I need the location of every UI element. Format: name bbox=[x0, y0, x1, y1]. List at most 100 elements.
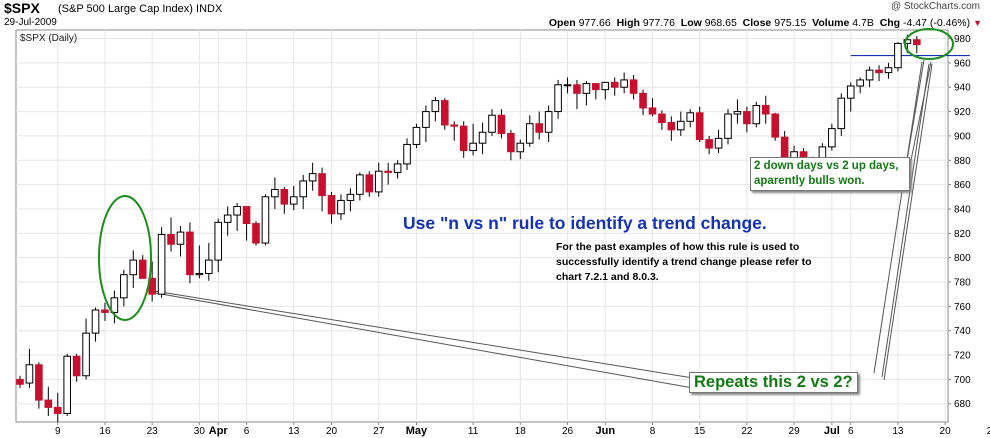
chg-value: -4.47 (-0.46%) bbox=[903, 17, 971, 29]
candle-body bbox=[450, 124, 459, 127]
candle-body bbox=[223, 214, 232, 223]
candle-body bbox=[63, 355, 72, 414]
pointer-line bbox=[147, 289, 694, 379]
candle-body bbox=[82, 332, 90, 377]
exchange-label: INDX bbox=[196, 3, 223, 15]
candle-body bbox=[686, 112, 695, 122]
x-tick-label: 27 bbox=[373, 426, 385, 437]
candle-body bbox=[374, 170, 383, 193]
candle-body bbox=[459, 125, 468, 152]
pointer-line bbox=[883, 63, 933, 381]
chart-date: 29-Jul-2009 bbox=[4, 17, 57, 28]
candle-body bbox=[441, 100, 449, 126]
close-value: 975.15 bbox=[774, 17, 807, 29]
pointer-line bbox=[873, 61, 923, 374]
chg-label: Chg bbox=[879, 17, 901, 29]
x-tick-label: 6 bbox=[244, 426, 250, 437]
x-tick-label: May bbox=[406, 425, 428, 437]
rule-title: Use "n vs n" rule to identify a trend ch… bbox=[403, 213, 767, 233]
y-tick-label: 840 bbox=[954, 204, 971, 215]
annotation-lines bbox=[147, 54, 970, 389]
candle-body bbox=[129, 259, 138, 276]
candle-body bbox=[337, 199, 345, 215]
candle-body bbox=[186, 231, 194, 276]
high-value: 977.76 bbox=[642, 17, 675, 29]
candle-body bbox=[544, 111, 553, 133]
x-tick-label: Jul bbox=[824, 425, 840, 437]
candle-body bbox=[110, 297, 119, 313]
y-tick-label: 760 bbox=[954, 302, 971, 313]
candle-body bbox=[875, 69, 883, 74]
x-tick-label: 23 bbox=[147, 426, 159, 437]
candle-body bbox=[856, 79, 864, 87]
candle-body bbox=[497, 114, 506, 134]
candle-body bbox=[422, 111, 430, 128]
candle-body bbox=[648, 107, 657, 115]
candle-body bbox=[582, 83, 591, 94]
candle-body bbox=[705, 139, 713, 149]
candle-body bbox=[771, 113, 780, 138]
candle-body bbox=[846, 85, 855, 99]
candle-body bbox=[733, 111, 742, 115]
x-tick-label: 30 bbox=[194, 426, 206, 437]
candle-body bbox=[157, 234, 166, 295]
low-label: Low bbox=[680, 17, 702, 29]
candle-body bbox=[365, 174, 374, 193]
down-triangle-icon: ▼ bbox=[973, 18, 982, 28]
candle-body bbox=[724, 113, 732, 139]
trend-circle-march bbox=[98, 195, 152, 321]
candle-body bbox=[752, 104, 761, 125]
candle-body bbox=[695, 112, 704, 141]
candle-body bbox=[884, 67, 893, 74]
open-value: 977.66 bbox=[578, 17, 611, 29]
high-label: High bbox=[616, 17, 640, 29]
x-tick-label: 16 bbox=[99, 426, 111, 437]
plot-frame bbox=[15, 29, 949, 423]
x-tick-label: Apr bbox=[209, 425, 229, 437]
chart-symbol: $SPX bbox=[4, 0, 40, 16]
candle-body bbox=[592, 83, 600, 91]
y-tick-label: 720 bbox=[954, 351, 971, 362]
trend-circle-july bbox=[904, 28, 954, 60]
candle-body bbox=[412, 126, 421, 145]
callout-box-bulls: 2 down days vs 2 up days, aparently bull… bbox=[750, 157, 910, 191]
candle-body bbox=[299, 180, 307, 198]
x-tick-label: 20 bbox=[940, 426, 952, 437]
pointer-line bbox=[149, 291, 694, 389]
candle-body bbox=[261, 196, 270, 244]
x-tick-label: 11 bbox=[468, 426, 479, 437]
candle-body bbox=[101, 309, 109, 313]
y-tick-label: 800 bbox=[954, 253, 971, 264]
candle-body bbox=[535, 123, 544, 133]
annotation-shapes bbox=[98, 28, 954, 321]
x-tick-label: 13 bbox=[892, 426, 904, 437]
x-tick-label: 26 bbox=[562, 426, 574, 437]
x-tick-label: 6 bbox=[848, 426, 854, 437]
x-tick-label: 8 bbox=[650, 426, 656, 437]
candle-body bbox=[205, 259, 213, 274]
candle-body bbox=[667, 122, 676, 131]
candle-body bbox=[431, 100, 440, 113]
candle-body bbox=[629, 79, 638, 94]
candle-body bbox=[308, 173, 317, 182]
candle-body bbox=[271, 188, 279, 198]
candle-body bbox=[138, 259, 147, 279]
stockcharts-logo: @ StockCharts.com bbox=[890, 1, 980, 12]
candle-body bbox=[677, 120, 685, 131]
panel-label: $SPX (Daily) bbox=[20, 33, 77, 44]
candle-body bbox=[214, 221, 223, 261]
y-tick-label: 700 bbox=[954, 375, 971, 386]
candle-body bbox=[563, 84, 572, 87]
axis-labels: 6807007207407607808008208408608809009209… bbox=[55, 34, 990, 437]
x-tick-label: 18 bbox=[515, 426, 527, 437]
ohlc-readout: Open 977.66 High 977.76 Low 968.65 Close… bbox=[549, 17, 982, 29]
close-label: Close bbox=[742, 17, 772, 29]
callout-box-repeat: Repeats this 2 vs 2? bbox=[689, 372, 858, 393]
low-value: 968.65 bbox=[704, 17, 737, 29]
candle-body bbox=[894, 42, 902, 69]
x-tick-label: 27 bbox=[987, 426, 990, 437]
candle-body bbox=[318, 173, 326, 197]
y-tick-label: 860 bbox=[954, 180, 971, 191]
candle-body bbox=[743, 111, 751, 125]
candle-body bbox=[639, 92, 647, 109]
